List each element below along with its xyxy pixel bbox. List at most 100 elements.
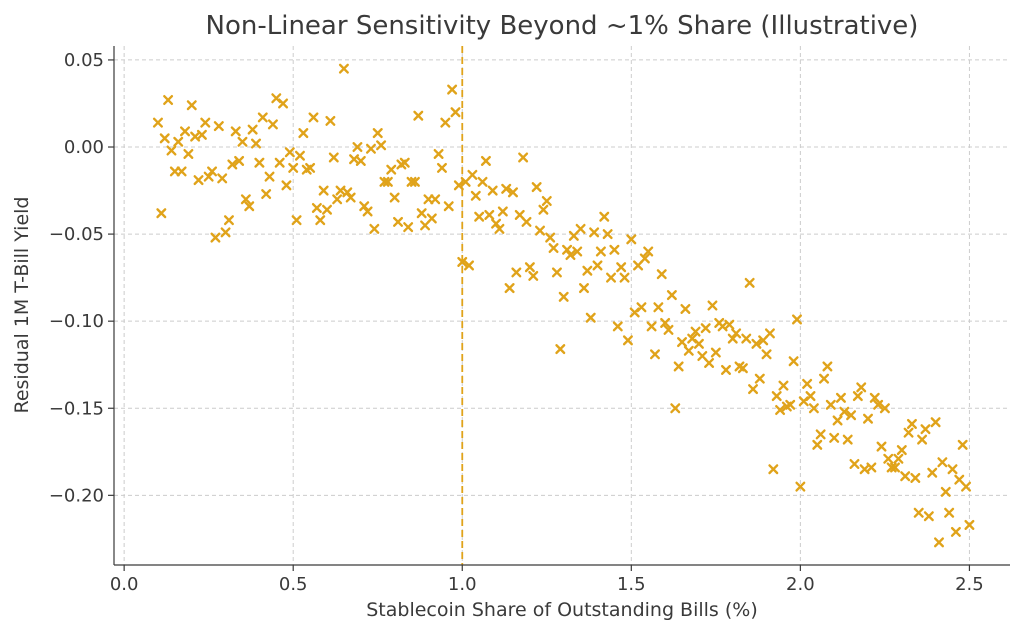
data-point [592,260,603,271]
data-point [230,126,241,137]
data-point [849,458,860,469]
data-point [950,526,961,537]
data-point [578,283,589,294]
data-point [372,128,383,139]
data-point [832,415,843,426]
data-point [305,162,316,173]
data-point [196,129,207,140]
data-point [223,215,234,226]
data-point [727,333,738,344]
data-point [200,117,211,128]
grid [114,46,1010,565]
data-point [957,439,968,450]
data-point [227,159,238,170]
data-point [511,267,522,278]
data-point [791,314,802,325]
data-point [403,222,414,233]
data-point [565,249,576,260]
data-point [257,112,268,123]
data-point [261,189,272,200]
data-point [903,427,914,438]
data-point [815,429,826,440]
data-point [477,176,488,187]
data-point [156,208,167,219]
data-point [291,215,302,226]
data-point [203,171,214,182]
data-point [555,344,566,355]
data-point [947,464,958,475]
data-point [240,194,251,205]
data-point [852,391,863,402]
data-point [649,349,660,360]
data-point [704,357,715,368]
data-point [288,162,299,173]
y-tick-label: 0.00 [64,137,104,158]
data-point [646,321,657,332]
data-point [744,277,755,288]
data-point [278,98,289,109]
data-point [693,338,704,349]
data-point [359,201,370,212]
y-tick-label: −0.20 [49,485,104,506]
x-tick-label: 0.5 [279,574,308,595]
data-point [521,216,532,227]
data-point [524,262,535,273]
data-point [673,361,684,372]
data-point [653,302,664,313]
data-point [835,392,846,403]
data-point [308,112,319,123]
data-point [234,155,245,166]
data-point [163,94,174,105]
data-point [210,232,221,243]
data-point [545,232,556,243]
data-point [961,481,972,492]
x-tick-label: 2.5 [955,574,984,595]
data-point [700,323,711,334]
data-point [443,201,454,212]
data-point [720,364,731,375]
data-point [393,216,404,227]
x-tick-label: 1.0 [448,574,477,595]
x-axis-label: Stablecoin Share of Outstanding Bills (%… [366,599,758,621]
data-point [788,356,799,367]
x-tick-label: 1.5 [617,574,646,595]
x-tick-label: 2.0 [786,574,815,595]
data-point [251,138,262,149]
data-point [920,424,931,435]
data-point [839,406,850,417]
data-point [213,121,224,132]
data-point [866,462,877,473]
data-point [933,537,944,548]
data-point [785,399,796,410]
data-point [768,464,779,475]
data-point [217,173,228,184]
data-point [504,283,515,294]
data-point [927,467,938,478]
data-point [893,453,904,464]
data-point [666,290,677,301]
data-point [660,317,671,328]
data-point [447,84,458,95]
data-point [896,445,907,456]
data-point [643,246,654,257]
data-point [663,324,674,335]
data-point [829,432,840,443]
data-point [166,145,177,156]
data-point [311,202,322,213]
data-point [244,201,255,212]
data-point [940,486,951,497]
data-point [362,206,373,217]
data-point [284,147,295,158]
data-point [518,152,529,163]
data-point [315,215,326,226]
data-point [778,380,789,391]
data-point [369,223,380,234]
data-point [873,399,884,410]
data-point [541,196,552,207]
data-point [741,333,752,344]
data-point [856,382,867,393]
data-point [183,148,194,159]
data-point [507,187,518,198]
data-point [318,185,329,196]
